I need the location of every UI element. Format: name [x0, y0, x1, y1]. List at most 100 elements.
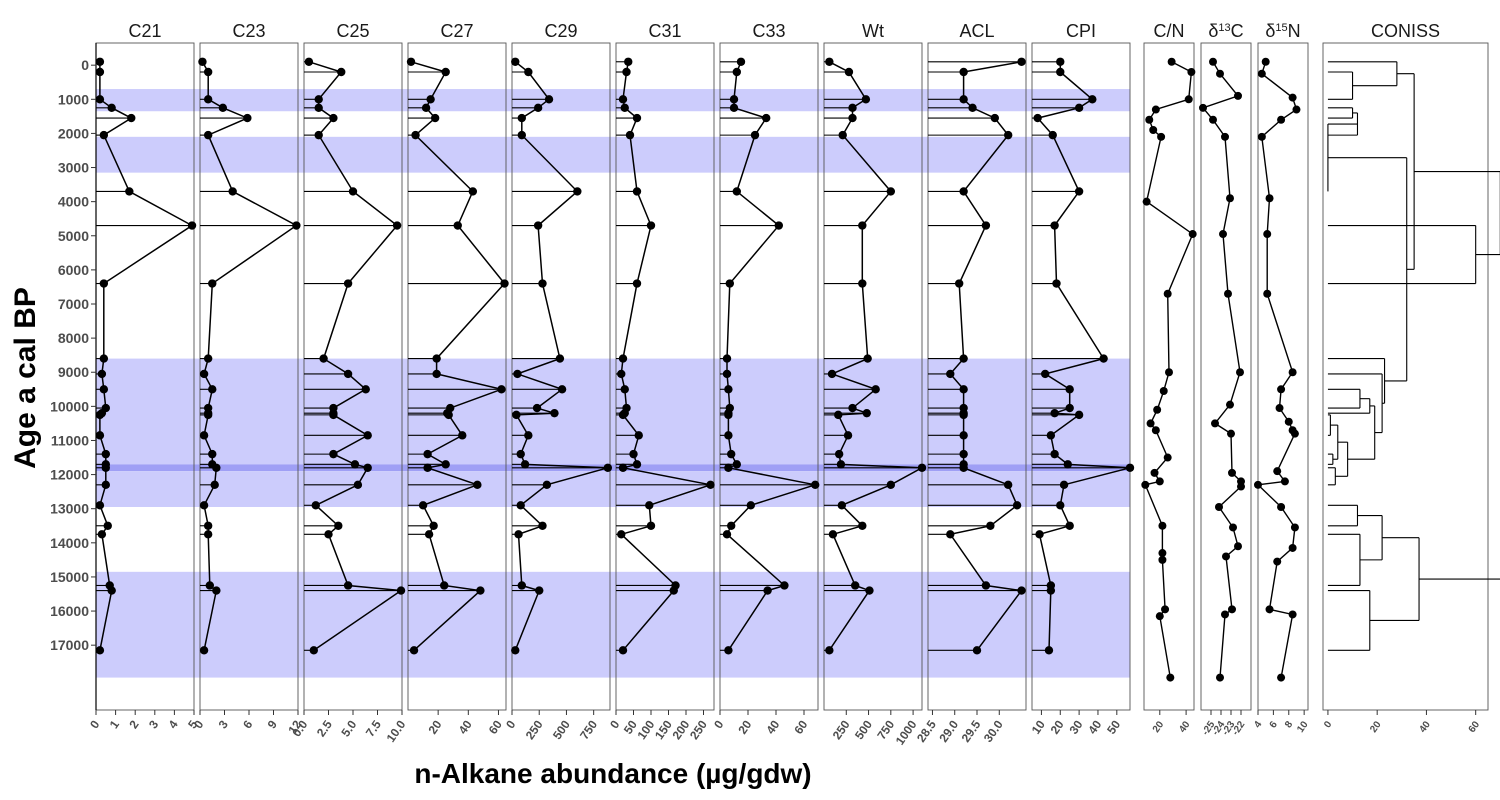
c21-point-8 [99, 279, 109, 288]
c33-point-3 [729, 103, 739, 113]
cpi-point-21 [1065, 521, 1074, 530]
panel-c33-xtick-label-1: 20 [735, 717, 754, 736]
panel-c33-xtick-label-0: 0 [711, 717, 726, 731]
wt-point-12 [848, 403, 857, 413]
geo-2-point-10 [1277, 385, 1286, 394]
panel-geo-0-xtick-label-0: 20 [1151, 719, 1167, 735]
panel-c29-xtick-label-0: 0 [503, 717, 518, 731]
shaded-zone-5 [96, 471, 1130, 507]
c31-point-9 [618, 354, 628, 363]
c23-point-19 [210, 480, 219, 490]
geo-0-point-11 [1159, 387, 1168, 395]
c21-point-2 [95, 95, 105, 104]
c25-point-11 [361, 385, 370, 394]
geo-1-point-5 [1221, 132, 1229, 141]
geo-2-point-22 [1265, 605, 1274, 614]
cpi-point-22 [1035, 530, 1044, 539]
wt-point-9 [863, 354, 872, 363]
wt-point-23 [850, 581, 860, 590]
geo-1-point-6 [1226, 194, 1234, 203]
panel-geo-2-xtick-label-0: 4 [1252, 719, 1264, 730]
c27-point-11 [497, 385, 506, 394]
panel-c31-xtick-label-5: 250 [687, 717, 710, 742]
cpi-point-11 [1065, 385, 1074, 394]
c21-point-19 [101, 480, 111, 490]
acl-point-3 [968, 103, 977, 113]
wt-point-15 [843, 431, 853, 440]
series-wt [824, 57, 927, 655]
c29-point-7 [533, 221, 543, 230]
geo-0-point-1 [1187, 68, 1196, 76]
c29-point-22 [514, 530, 523, 539]
panel-title-c25: C25 [336, 21, 369, 41]
acl-point-7 [981, 221, 991, 230]
c33-point-16 [727, 449, 736, 459]
c25-point-3 [314, 103, 323, 113]
acl-point-14 [959, 410, 968, 420]
panel-title-c23: C23 [232, 21, 265, 41]
acl-point-4 [990, 113, 1000, 123]
c29-point-17 [520, 460, 530, 469]
panel-c27-xtick-label-2: 60 [486, 717, 505, 736]
panel-c25-xtick-label-1: 2.5 [314, 717, 335, 739]
panel-coniss-xtick-label-2: 40 [1417, 719, 1433, 735]
c25-point-14 [329, 410, 338, 420]
geo-0-point-19 [1158, 521, 1167, 530]
y-tick-label-15000: 15000 [50, 569, 89, 585]
c23-point-22 [203, 530, 213, 539]
acl-point-6 [959, 187, 968, 196]
c25-point-1 [337, 67, 346, 77]
cpi-point-5 [1048, 130, 1057, 140]
geo-2-point-6 [1265, 194, 1274, 203]
panel-cpi-xtick-label-2: 30 [1066, 717, 1085, 736]
geo-1-point-21 [1221, 610, 1229, 619]
panel-frame-geo-1 [1200, 42, 1252, 711]
c31-point-25 [618, 646, 628, 655]
c31-point-22 [617, 530, 626, 539]
geo-0-point-5 [1149, 126, 1158, 134]
series-c25 [304, 57, 406, 655]
geo-0-point-18 [1141, 480, 1150, 489]
geo-2-point-1 [1257, 69, 1266, 78]
c23-point-6 [228, 187, 237, 196]
panel-c21-xtick-label-1: 1 [107, 717, 122, 731]
c33-point-0 [736, 57, 746, 66]
c25-point-25 [309, 646, 318, 655]
panel-c21-xtick-label-0: 0 [87, 717, 102, 731]
c25-point-16 [329, 449, 338, 459]
panel-c25-xtick-label-4: 10.0 [384, 717, 409, 744]
acl-point-8 [954, 279, 964, 288]
acl-point-23 [981, 581, 991, 590]
geo-1-point-10 [1226, 400, 1234, 409]
y-tick-label-1000: 1000 [58, 91, 89, 107]
c33-point-6 [732, 187, 741, 196]
geo-1-line [1201, 61, 1242, 678]
panel-c21-xtick-label-2: 2 [126, 717, 141, 731]
panel-frame-cpi [1031, 42, 1131, 711]
acl-point-16 [959, 449, 968, 459]
geo-0-point-21 [1158, 555, 1167, 564]
c25-point-0 [304, 57, 314, 66]
c29-point-0 [511, 57, 520, 66]
acl-point-9 [959, 354, 968, 363]
c31-point-0 [624, 57, 633, 66]
wt-point-20 [837, 501, 847, 510]
y-tick-label-6000: 6000 [58, 262, 89, 278]
geo-1-point-18 [1234, 542, 1242, 551]
series-cpi [1032, 57, 1135, 655]
c29-point-21 [538, 521, 547, 530]
panel-acl-xtick-label-1: 29.0 [936, 717, 961, 744]
c29-point-13 [550, 408, 559, 418]
panel-title-c21: C21 [128, 21, 161, 41]
shaded-zones [96, 89, 1130, 678]
c33-point-17 [732, 460, 741, 469]
c21-point-3 [107, 103, 116, 113]
geo-1-point-4 [1209, 115, 1217, 124]
acl-point-20 [1012, 501, 1022, 510]
c29-point-3 [533, 103, 543, 113]
c23-point-10 [199, 369, 209, 379]
y-tick-label-8000: 8000 [58, 330, 89, 346]
c29-point-15 [524, 431, 533, 440]
acl-point-11 [959, 385, 968, 394]
shaded-zone-4 [96, 464, 1130, 472]
